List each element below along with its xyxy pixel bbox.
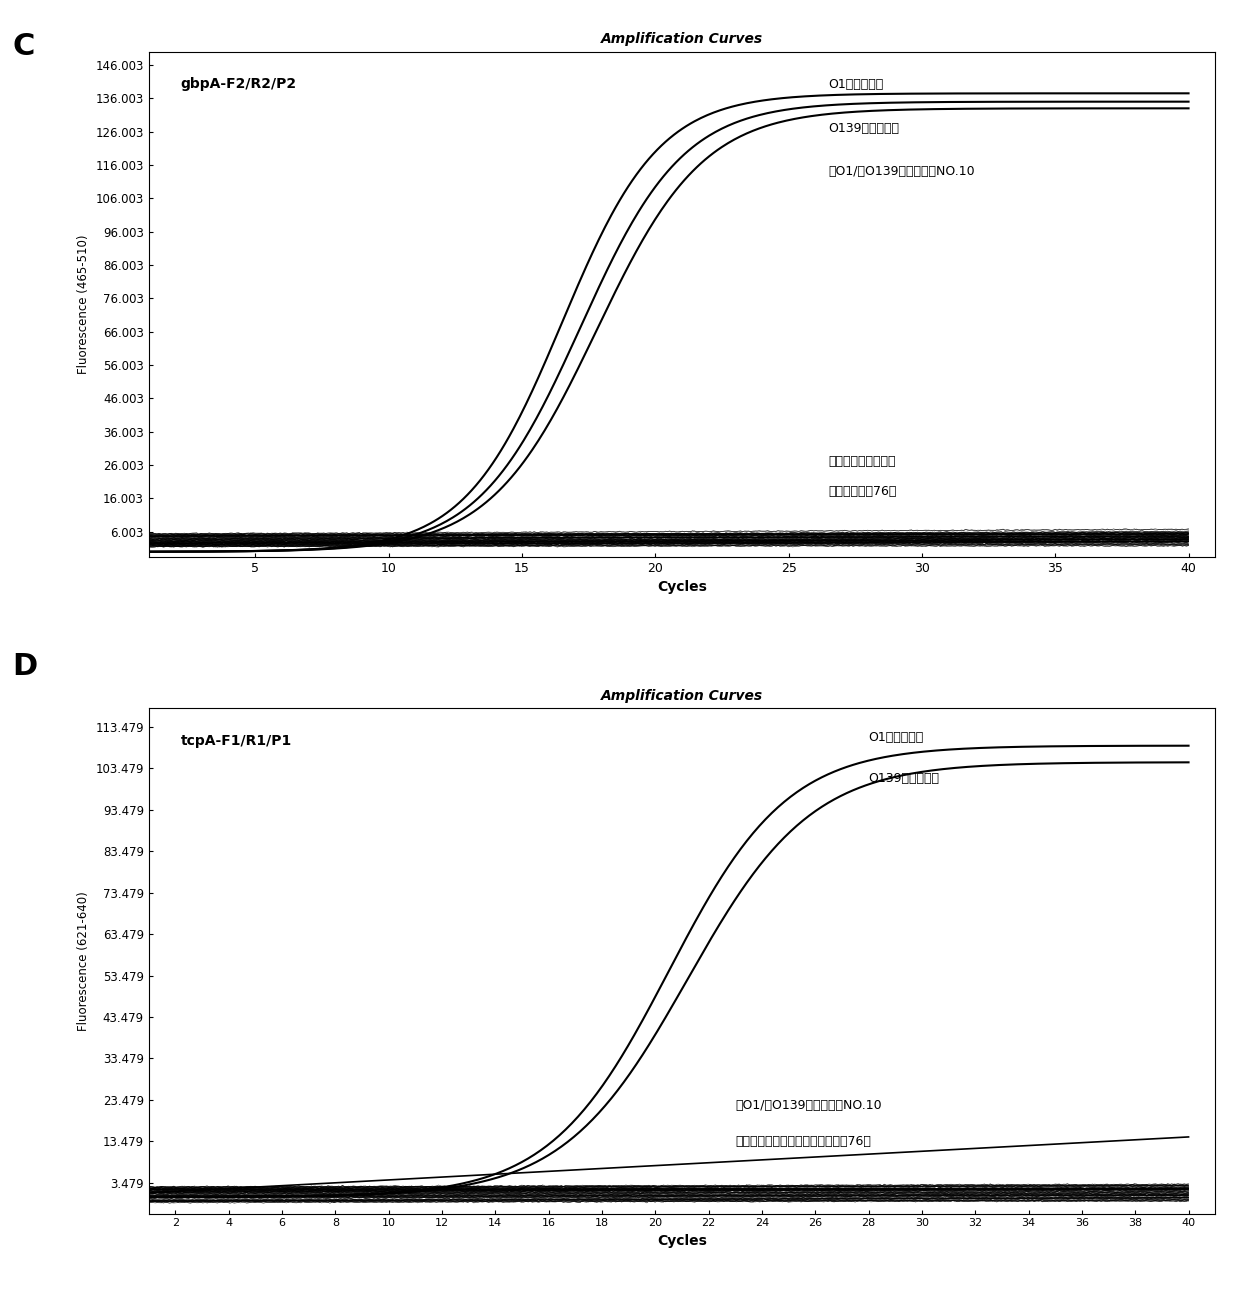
Text: O1群霍乱弧菌: O1群霍乱弧菌 (828, 79, 884, 92)
Text: 其他常见弧菌和食源性致病菌共罗76株: 其他常见弧菌和食源性致病菌共罗76株 (735, 1135, 872, 1148)
Title: Amplification Curves: Amplification Curves (601, 689, 763, 704)
Y-axis label: Fluorescence (465-510): Fluorescence (465-510) (77, 235, 91, 374)
Text: 其他常见弧菌和食源: 其他常见弧菌和食源 (828, 456, 897, 469)
Text: 非O1/非O139群霍乱弧菌NO.10: 非O1/非O139群霍乱弧菌NO.10 (735, 1100, 882, 1113)
Text: O139群霍乱弧菌: O139群霍乱弧菌 (869, 772, 940, 785)
Text: D: D (12, 652, 37, 680)
X-axis label: Cycles: Cycles (657, 580, 707, 594)
Text: O139群霍乱弧菌: O139群霍乱弧菌 (828, 121, 900, 134)
Text: gbpA-F2/R2/P2: gbpA-F2/R2/P2 (181, 77, 296, 90)
Title: Amplification Curves: Amplification Curves (601, 32, 763, 46)
X-axis label: Cycles: Cycles (657, 1234, 707, 1248)
Text: 性致病菌共罗76株: 性致病菌共罗76株 (828, 485, 897, 498)
Text: 非O1/非O139群霍乱弧菌NO.10: 非O1/非O139群霍乱弧菌NO.10 (828, 165, 975, 178)
Y-axis label: Fluorescence (621-640): Fluorescence (621-640) (77, 891, 89, 1030)
Text: C: C (12, 32, 35, 61)
Text: tcpA-F1/R1/P1: tcpA-F1/R1/P1 (181, 733, 293, 747)
Text: O1群霍乱弧菌: O1群霍乱弧菌 (869, 731, 924, 744)
